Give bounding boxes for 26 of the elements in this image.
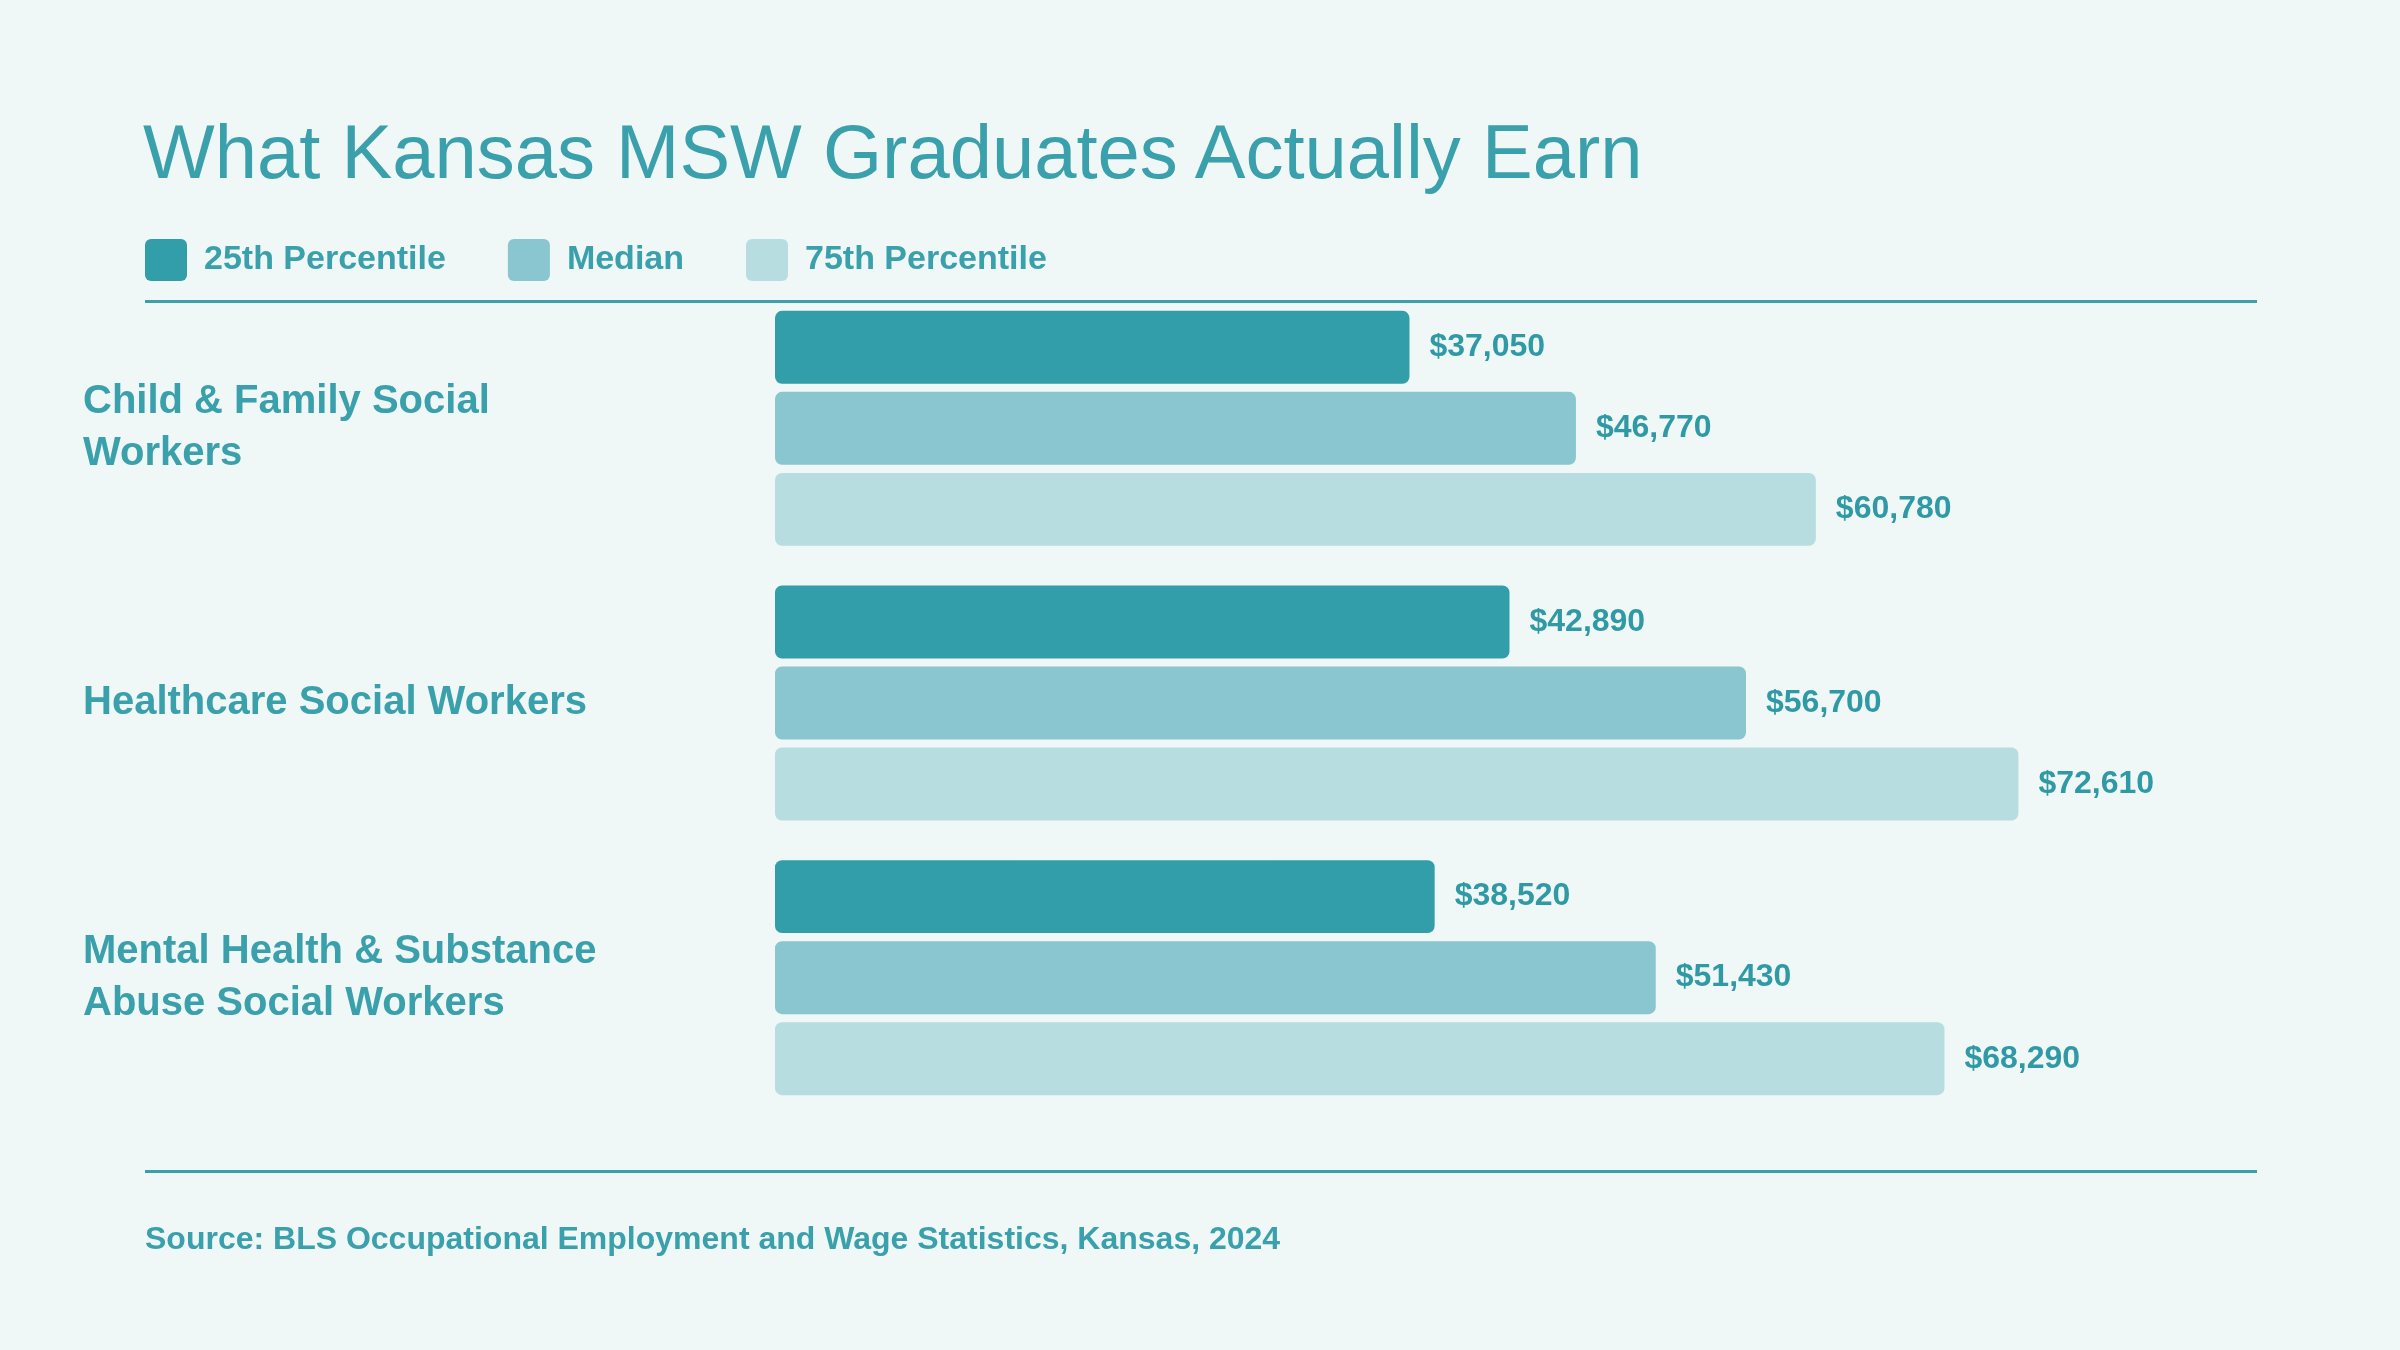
data-label: $56,700 (1765, 682, 1882, 719)
data-label: $68,290 (1964, 1038, 2081, 1075)
y-tick-label: Child & Family Social Workers (83, 377, 490, 474)
bar (775, 472, 1816, 546)
data-label: $72,610 (2038, 763, 2155, 800)
data-label: $42,890 (1529, 601, 1646, 638)
data-label: $38,520 (1454, 876, 1571, 913)
bar (775, 860, 1435, 934)
data-label: $46,770 (1595, 408, 1712, 445)
y-tick-label: Healthcare Social Workers (83, 678, 587, 723)
legend-label: 25th Percentile (204, 238, 446, 277)
chart-title: What Kansas MSW Graduates Actually Earn (143, 108, 1643, 195)
bar (775, 1022, 1945, 1096)
bar (775, 666, 1746, 740)
legend-label: 75th Percentile (805, 238, 1047, 277)
y-tick-label: Mental Health & Substance Abuse Social Workers (83, 926, 597, 1023)
bar (775, 585, 1510, 659)
bar (775, 747, 2019, 821)
data-label: $37,050 (1429, 327, 1546, 364)
source-note: Source: BLS Occupational Employment and Wage Statistics, Kansas, 2024 (145, 1220, 1281, 1257)
data-label: $51,430 (1675, 957, 1792, 994)
bar (775, 941, 1656, 1015)
data-label: $60,780 (1835, 489, 1952, 526)
bar (775, 391, 1576, 465)
legend-label: Median (566, 238, 685, 277)
bar (775, 310, 1410, 384)
